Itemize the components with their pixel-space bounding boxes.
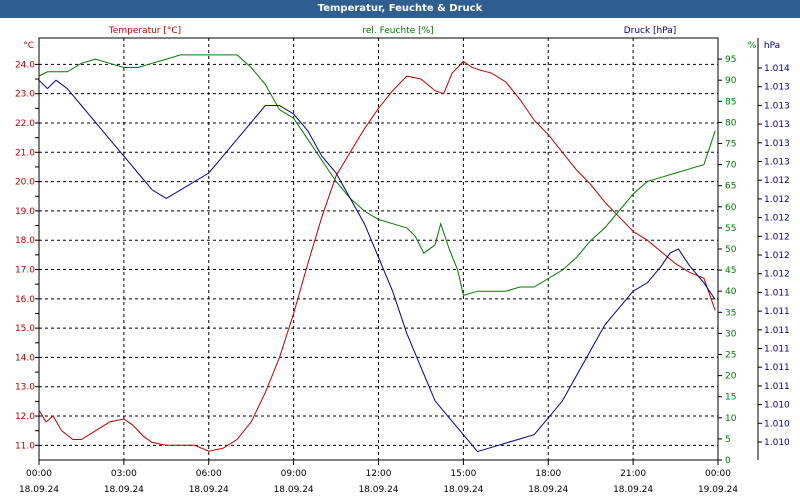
temperature-legend: Temperatur [°C] (108, 26, 181, 36)
x-tick-time: 00:00 (26, 469, 52, 479)
temperature-tick-label: 15.0 (15, 324, 35, 334)
humidity-tick-label: 85 (725, 97, 736, 107)
temperature-tick-label: 23.0 (15, 90, 35, 100)
humidity-axis: 0 5 10 15 20 25 30 35 40 45 50 55 60 65 70 75 80 85 90 95 (718, 55, 737, 466)
x-tick-time: 18:00 (535, 469, 561, 479)
humidity-tick-label: 65 (725, 182, 736, 192)
pressure-tick-label: 1.012 (764, 195, 790, 205)
temperature-tick-label: 21.0 (15, 148, 35, 158)
humidity-tick-label: 5 (725, 435, 731, 445)
humidity-tick-label: 60 (725, 203, 737, 213)
x-tick-time: 06:00 (196, 469, 222, 479)
humidity-tick-label: 15 (725, 393, 736, 403)
pressure-tick-label: 1.011 (764, 288, 790, 298)
humidity-tick-label: 70 (725, 161, 737, 171)
humidity-unit: % (748, 41, 757, 51)
humidity-tick-label: 30 (725, 329, 737, 339)
pressure-tick-label: 1.011 (764, 382, 790, 392)
x-tick-date: 18.09.24 (443, 485, 483, 495)
pressure-tick-label: 1.013 (764, 158, 790, 168)
pressure-tick-label: 1.013 (764, 83, 790, 93)
pressure-tick-label: 1.013 (764, 120, 790, 130)
humidity-tick-label: 25 (725, 351, 736, 361)
pressure-unit: hPa (764, 41, 780, 51)
x-tick-date: 18.09.24 (528, 485, 568, 495)
x-tick-time: 21:00 (620, 469, 646, 479)
humidity-tick-label: 35 (725, 308, 736, 318)
time-axis: 00:00 18.09.24 03:00 18.09.24 06:00 18.09.24 0… (19, 460, 738, 495)
pressure-tick-label: 1.014 (764, 64, 790, 74)
humidity-tick-label: 50 (725, 245, 737, 255)
humidity-tick-label: 80 (725, 118, 737, 128)
x-tick-date: 18.09.24 (19, 485, 59, 495)
temperature-tick-label: 14.0 (15, 353, 35, 363)
x-tick-time: 12:00 (366, 469, 392, 479)
temperature-tick-label: 18.0 (15, 236, 35, 246)
pressure-tick-label: 1.013 (764, 139, 790, 149)
grid-lines (39, 38, 718, 460)
temperature-tick-label: 20.0 (15, 178, 35, 188)
pressure-tick-label: 1.011 (764, 326, 790, 336)
x-tick-time: 09:00 (281, 469, 307, 479)
temperature-tick-label: 12.0 (15, 412, 35, 422)
pressure-tick-label: 1.010 (764, 438, 790, 448)
x-tick-date: 18.09.24 (189, 485, 229, 495)
pressure-tick-label: 1.012 (764, 214, 790, 224)
pressure-tick-label: 1.012 (764, 232, 790, 242)
x-tick-time: 03:00 (111, 469, 137, 479)
x-tick-time: 15:00 (450, 469, 476, 479)
humidity-tick-label: 55 (725, 224, 736, 234)
humidity-tick-label: 90 (725, 76, 737, 86)
pressure-tick-label: 1.012 (764, 176, 790, 186)
humidity-tick-label: 45 (725, 266, 736, 276)
pressure-tick-label: 1.013 (764, 101, 790, 111)
humidity-legend: rel. Feuchte [%] (362, 26, 433, 36)
pressure-tick-label: 1.011 (764, 307, 790, 317)
pressure-tick-label: 1.012 (764, 251, 790, 261)
pressure-tick-label: 1.012 (764, 270, 790, 280)
x-tick-date: 19.09.24 (698, 485, 738, 495)
humidity-tick-label: 0 (725, 456, 731, 466)
humidity-tick-label: 10 (725, 414, 737, 424)
pressure-tick-label: 1.011 (764, 363, 790, 373)
pressure-legend: Druck [hPa] (624, 26, 677, 36)
temperature-tick-label: 17.0 (15, 266, 35, 276)
series-pressure-line (38, 79, 716, 453)
temperature-unit: °C (23, 41, 34, 51)
series-humidity-line (38, 54, 716, 297)
series-lines (38, 54, 716, 453)
series-temperature-line (38, 60, 716, 452)
x-tick-date: 18.09.24 (104, 485, 144, 495)
temperature-tick-label: 19.0 (15, 207, 35, 217)
x-tick-date: 18.09.24 (358, 485, 398, 495)
temperature-tick-label: 11.0 (15, 441, 35, 451)
temperature-tick-label: 16.0 (15, 295, 35, 305)
x-tick-time: 00:00 (705, 469, 731, 479)
chart-title: Temperatur, Feuchte & Druck (0, 0, 800, 18)
humidity-tick-label: 20 (725, 372, 737, 382)
temperature-tick-label: 22.0 (15, 119, 35, 129)
pressure-tick-label: 1.010 (764, 419, 790, 429)
temperature-tick-label: 24.0 (15, 60, 35, 70)
temperature-axis: 11.0 12.0 13.0 14.0 15.0 16.0 17.0 18.0 19.0 20.0… (15, 60, 39, 451)
x-tick-date: 18.09.24 (613, 485, 653, 495)
temperature-tick-label: 13.0 (15, 383, 35, 393)
pressure-tick-label: 1.011 (764, 345, 790, 355)
pressure-axis: 1.010 1.010 1.010 1.011 1.011 1.011 1.011 1.011… (757, 38, 790, 460)
humidity-tick-label: 95 (725, 55, 736, 65)
humidity-tick-label: 75 (725, 140, 736, 150)
x-tick-date: 18.09.24 (274, 485, 314, 495)
humidity-tick-label: 40 (725, 287, 737, 297)
pressure-tick-label: 1.010 (764, 401, 790, 411)
